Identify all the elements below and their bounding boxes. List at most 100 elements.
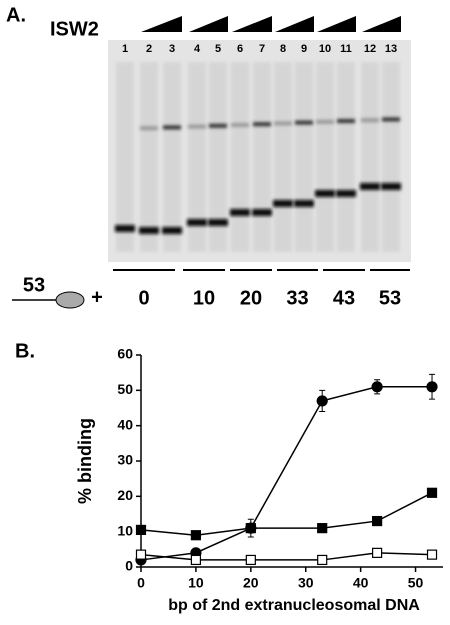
band	[337, 119, 355, 123]
concentration-wedge	[317, 16, 356, 32]
lane-smear	[231, 62, 249, 252]
x-tick-label: 40	[353, 575, 369, 591]
band	[252, 209, 272, 216]
data-point	[135, 524, 147, 536]
x-tick-label: 0	[137, 575, 145, 591]
band	[273, 200, 293, 207]
y-tick-label: 50	[117, 381, 133, 397]
construct-length: 53	[23, 274, 45, 296]
concentration-wedge	[362, 16, 401, 32]
x-tick-label: 30	[298, 575, 314, 591]
lane-smear	[253, 62, 271, 252]
data-point	[426, 381, 438, 393]
y-tick-label: 60	[117, 346, 133, 362]
data-point	[316, 395, 328, 407]
band	[295, 120, 313, 125]
y-tick-label: 30	[117, 452, 133, 468]
band	[231, 123, 249, 127]
data-point	[426, 487, 438, 498]
y-tick-label: 0	[125, 558, 133, 574]
band	[336, 190, 356, 197]
lane-smear	[140, 62, 158, 252]
lane-number: 1	[122, 43, 128, 55]
concentration-wedge	[275, 16, 314, 32]
group-label: 10	[193, 287, 215, 309]
lane-smear	[337, 62, 355, 252]
lane-number: 8	[280, 43, 286, 55]
data-point	[372, 547, 383, 558]
lane-smear	[163, 62, 181, 252]
band	[140, 126, 158, 131]
data-point	[372, 515, 383, 527]
lane-number: 4	[194, 43, 201, 55]
y-axis-title: % binding	[75, 418, 95, 504]
group-label: 33	[286, 287, 308, 309]
series-line	[140, 492, 433, 536]
x-tick-label: 50	[408, 575, 424, 591]
data-point	[190, 530, 202, 541]
lane-smear	[361, 62, 379, 252]
band	[163, 125, 181, 130]
lane-smear	[188, 62, 206, 252]
group-label: 20	[240, 287, 262, 309]
data-point	[371, 381, 383, 393]
band	[209, 123, 227, 128]
data-point	[317, 523, 328, 534]
protein-label: ISW2	[50, 18, 99, 40]
lane-smear	[116, 62, 134, 252]
y-tick-label: 40	[117, 416, 133, 432]
panel-label: B.	[15, 340, 35, 362]
band	[315, 190, 335, 197]
band	[360, 183, 380, 190]
band	[274, 121, 292, 126]
band	[381, 183, 401, 190]
data-point	[135, 549, 147, 560]
lane-smear	[274, 62, 292, 252]
lane-number: 12	[364, 43, 376, 55]
concentration-wedge	[232, 16, 272, 32]
band	[361, 118, 379, 123]
band	[230, 209, 250, 216]
lane-number: 2	[146, 43, 152, 55]
lane-number: 3	[169, 43, 175, 55]
data-point	[426, 549, 438, 560]
y-tick-label: 20	[117, 487, 133, 503]
data-point	[245, 523, 256, 534]
band	[208, 219, 228, 226]
concentration-wedge	[189, 16, 228, 32]
concentration-wedge	[141, 16, 182, 32]
band	[162, 227, 182, 234]
lane-smear	[382, 62, 400, 252]
group-label: 53	[379, 287, 401, 309]
band	[115, 225, 135, 232]
data-point	[317, 554, 328, 566]
lane-number: 13	[385, 43, 397, 55]
lane-number: 6	[237, 43, 243, 55]
x-tick-label: 10	[188, 575, 204, 591]
lane-number: 9	[301, 43, 307, 55]
band	[382, 117, 400, 122]
lane-smear	[316, 62, 334, 252]
plus-sign: +	[91, 286, 103, 308]
band	[188, 124, 206, 129]
nucleosome	[55, 291, 85, 309]
lane-smear	[209, 62, 227, 252]
band	[294, 200, 314, 207]
x-axis-title: bp of 2nd extranucleosomal DNA	[168, 597, 420, 614]
y-tick-label: 10	[117, 522, 133, 538]
data-point	[190, 554, 202, 566]
data-point	[245, 554, 256, 566]
panel-label: A.	[6, 4, 26, 26]
band	[187, 219, 207, 226]
band	[316, 119, 334, 124]
x-tick-label: 20	[243, 575, 259, 591]
series-line	[140, 386, 433, 561]
group-label: 0	[138, 287, 149, 309]
group-label: 43	[333, 287, 355, 309]
lane-number: 10	[319, 43, 331, 55]
lane-smear	[295, 62, 313, 252]
band	[139, 227, 159, 234]
band	[253, 122, 271, 127]
lane-number: 5	[215, 43, 221, 55]
